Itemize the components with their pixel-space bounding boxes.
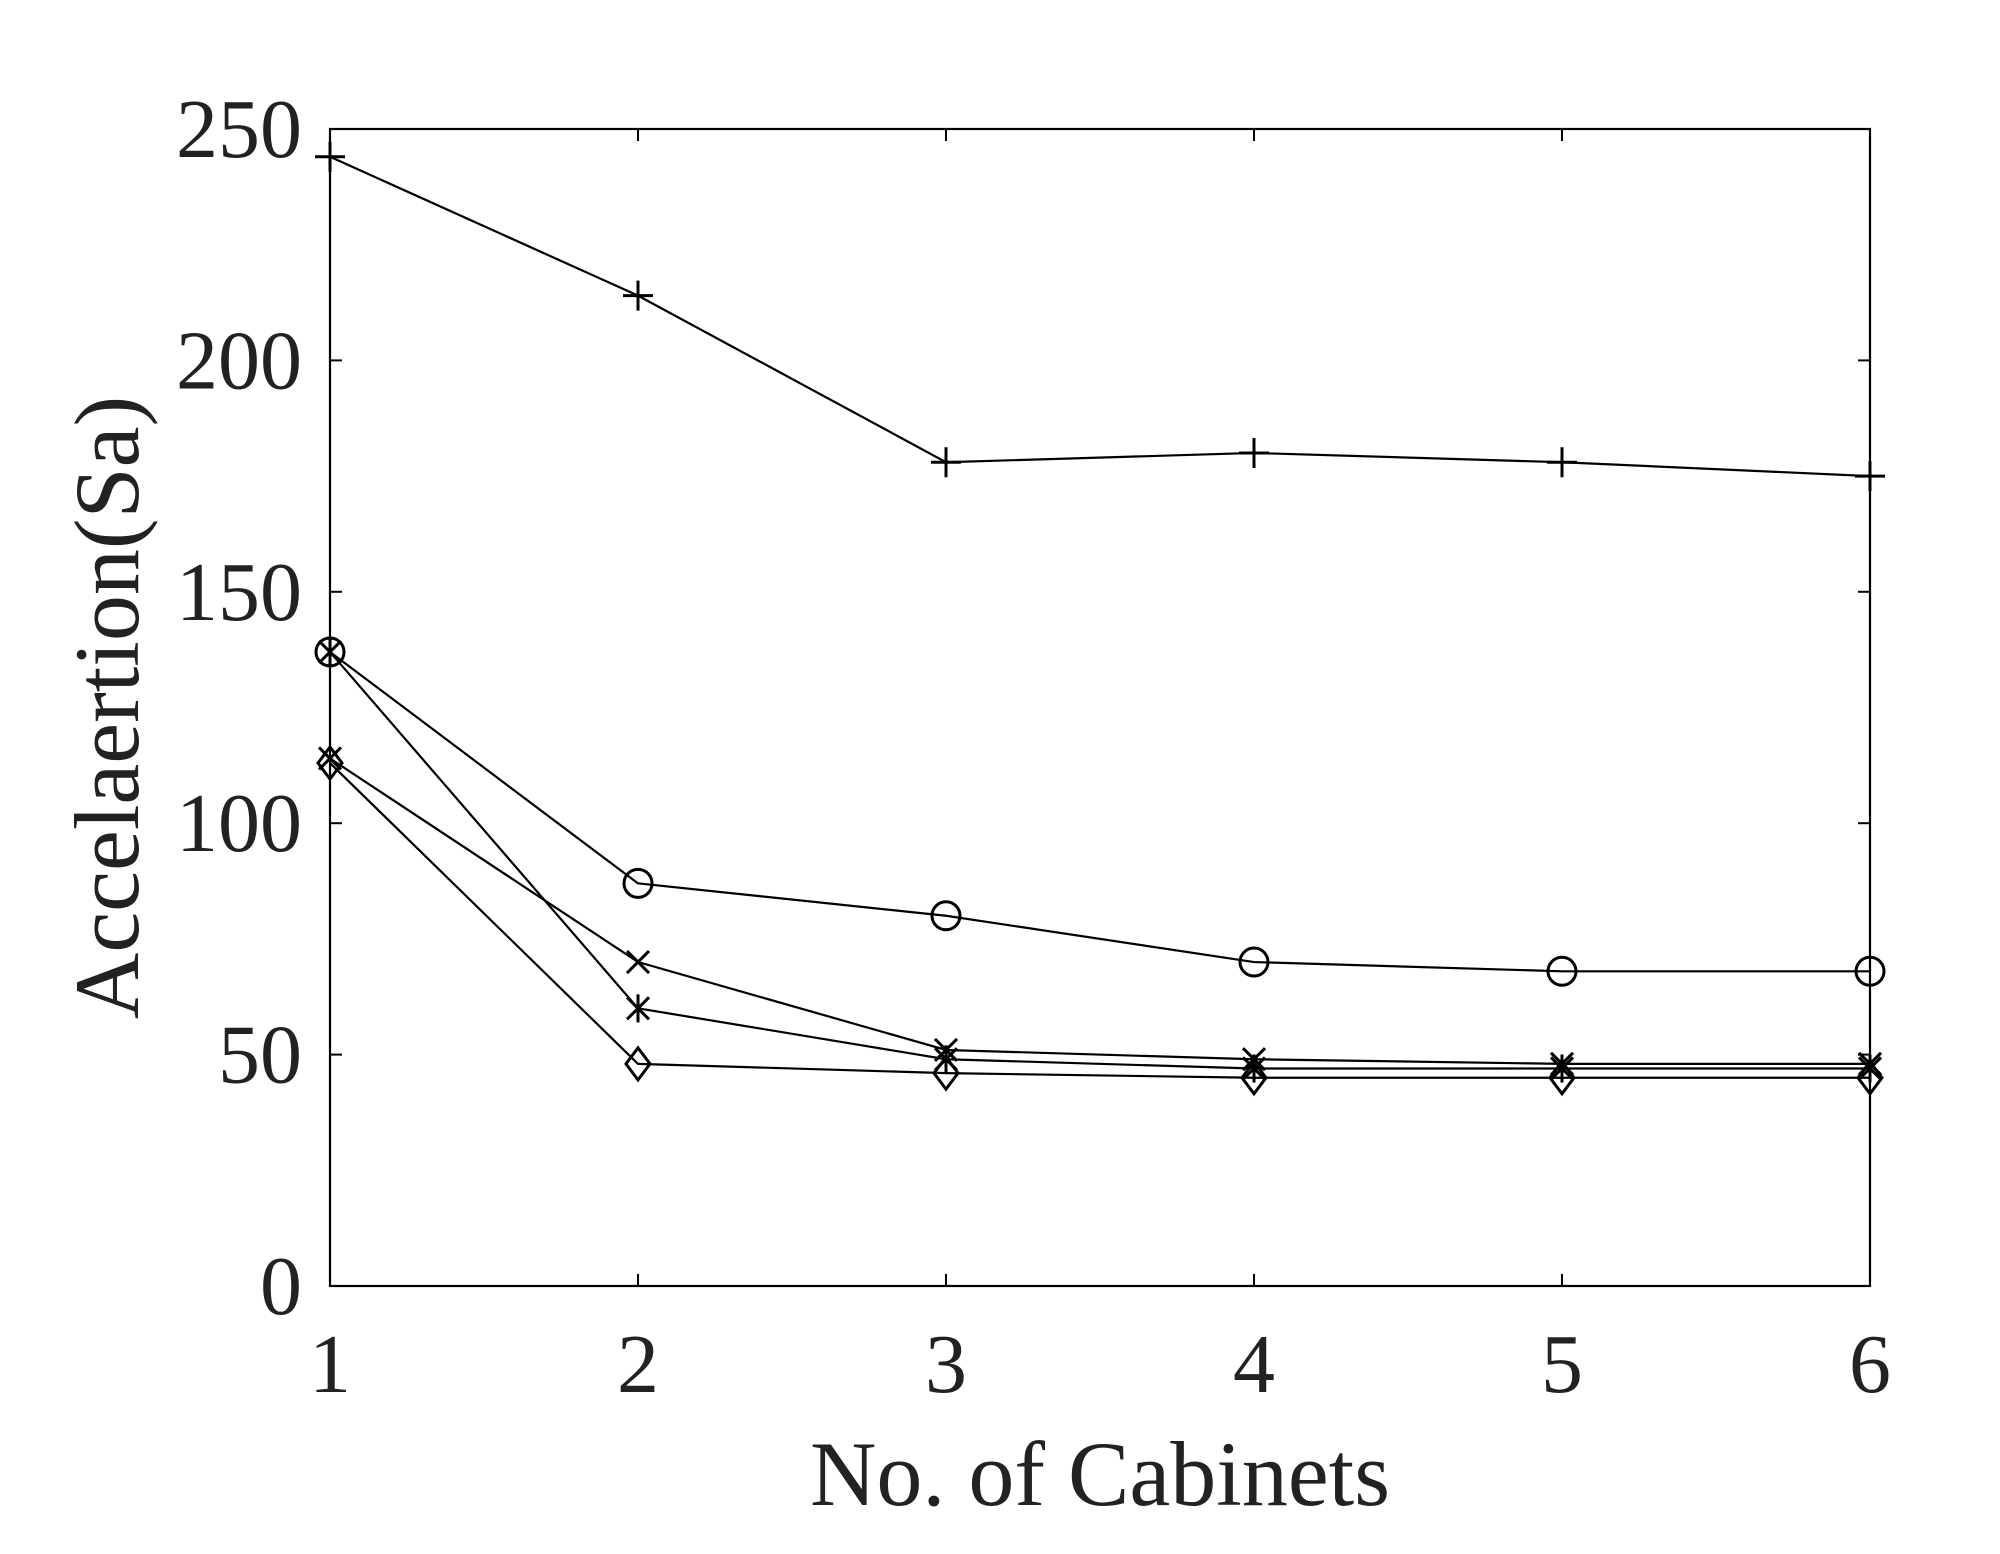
series-plus	[315, 141, 1885, 492]
diamond-marker	[624, 1045, 652, 1083]
series-line-plus	[329, 155, 1871, 478]
y-tick-label: 50	[218, 1009, 302, 1102]
tick-layer	[329, 128, 1871, 1287]
series-circle	[314, 636, 1886, 987]
series-line-asterisk	[329, 651, 1870, 1070]
x-tick-label: 4	[1233, 1318, 1275, 1411]
x-tick-label: 1	[309, 1318, 351, 1411]
diamond-marker	[1240, 1059, 1268, 1097]
x-tick-label: 6	[1849, 1318, 1891, 1411]
circle-marker	[930, 900, 962, 932]
y-tick-label: 100	[176, 777, 302, 870]
series-line-circle	[329, 651, 1870, 973]
circle-marker	[1546, 955, 1578, 987]
y-tick-label: 0	[260, 1240, 302, 1333]
x-axis-title: No. of Cabinets	[810, 1423, 1390, 1525]
series-line-diamond	[329, 762, 1870, 1079]
circle-marker	[622, 867, 654, 899]
diamond-marker	[932, 1054, 960, 1092]
x-tick-label: 5	[1541, 1318, 1583, 1411]
tick-label-layer: 1 2 3 4 5 6 0 50 100 150 200 250	[176, 83, 1891, 1411]
plus-marker	[623, 280, 653, 311]
y-axis-title: Accelaertion(Sa)	[56, 396, 158, 1019]
plus-marker	[931, 447, 961, 478]
x-tick-label: 2	[617, 1318, 659, 1411]
circle-marker	[1238, 946, 1270, 978]
x-marker	[625, 949, 651, 975]
diamond-marker	[1548, 1059, 1576, 1097]
series-layer	[314, 141, 1886, 1097]
series-line-x	[329, 757, 1870, 1065]
y-tick-label: 200	[176, 314, 302, 407]
y-tick-label: 250	[176, 83, 302, 176]
y-tick-label: 150	[176, 546, 302, 639]
series-diamond	[316, 744, 1884, 1097]
asterisk-marker	[625, 994, 651, 1023]
plus-marker	[1239, 437, 1269, 468]
plot-frame	[328, 127, 1872, 1288]
plus-marker	[1547, 447, 1577, 478]
series-asterisk	[317, 637, 1883, 1083]
x-tick-label: 3	[925, 1318, 967, 1411]
